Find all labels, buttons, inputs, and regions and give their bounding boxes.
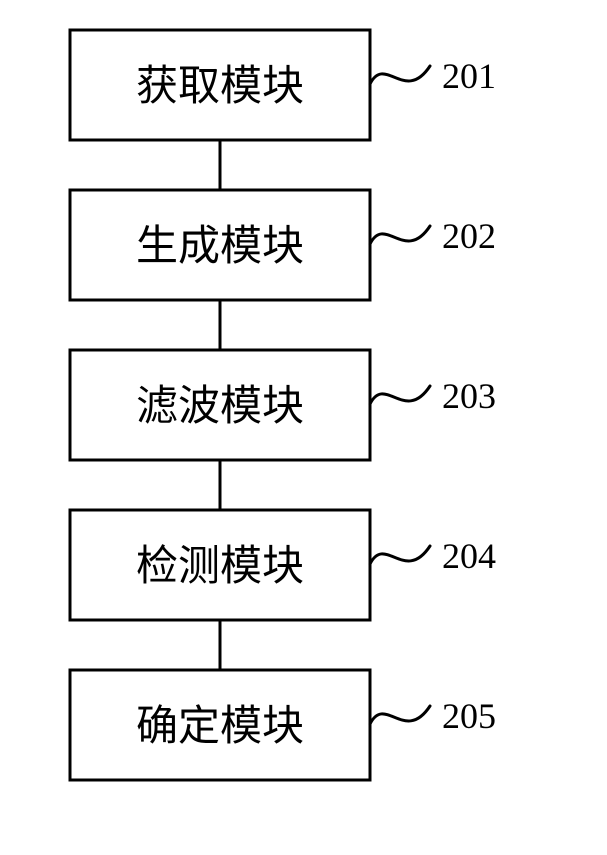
ref-tilde [370,66,430,84]
node-ref: 204 [442,536,496,576]
ref-tilde [370,546,430,564]
node-label: 获取模块 [136,64,304,110]
flow-node-n4: 检测模块 204 [70,510,496,620]
node-ref: 202 [442,216,496,256]
flow-node-n5: 确定模块 205 [70,670,496,780]
node-ref: 205 [442,696,496,736]
ref-tilde [370,386,430,404]
flow-node-n3: 滤波模块 203 [70,350,496,460]
node-label: 生成模块 [136,224,304,270]
flow-node-n1: 获取模块 201 [70,30,496,140]
node-label: 滤波模块 [136,384,304,430]
node-label: 检测模块 [136,543,304,590]
flow-node-n2: 生成模块 202 [70,190,496,300]
node-ref: 203 [442,376,496,416]
node-ref: 201 [442,56,496,96]
ref-tilde [370,706,430,724]
ref-tilde [370,226,430,244]
node-label: 确定模块 [136,703,304,750]
